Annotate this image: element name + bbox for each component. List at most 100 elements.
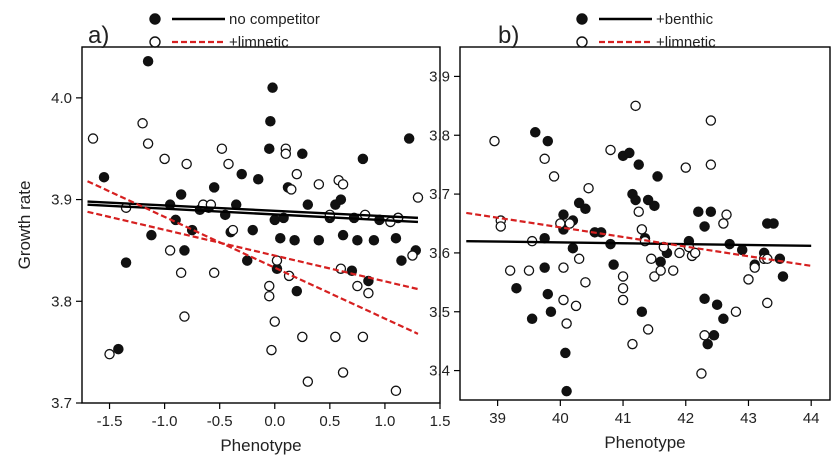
legend-marker	[149, 36, 161, 48]
data-point-filled	[567, 242, 579, 254]
data-point-open	[357, 331, 369, 343]
x-axis-label: Phenotype	[220, 436, 301, 455]
data-point-open	[337, 179, 349, 190]
data-point-filled	[264, 143, 275, 154]
data-point-open	[286, 184, 297, 195]
data-point-filled	[542, 288, 554, 300]
data-point-open	[216, 143, 228, 154]
data-point-filled	[530, 127, 541, 138]
data-point-open	[223, 158, 234, 170]
data-point-open	[159, 153, 170, 165]
x-tick-label: 43	[740, 410, 757, 427]
y-tick-label: 3.6	[429, 245, 450, 262]
data-point-filled	[352, 235, 363, 246]
data-point-open	[179, 311, 190, 322]
data-point-filled	[777, 271, 789, 282]
data-point-filled	[267, 82, 278, 93]
data-point-filled	[573, 197, 585, 209]
data-point-open	[617, 282, 629, 294]
data-point-filled	[289, 235, 300, 246]
data-point-filled	[699, 221, 710, 232]
data-point-filled	[265, 116, 276, 127]
y-tick-label: 3.5	[429, 304, 450, 321]
data-point-filled	[335, 194, 347, 205]
data-point-open	[523, 265, 535, 276]
data-point-open	[227, 224, 239, 236]
legend-label: +limnetic	[656, 34, 716, 51]
data-point-open	[330, 331, 341, 343]
data-point-filled	[208, 182, 220, 193]
data-point-open	[280, 148, 292, 160]
data-point-open	[104, 348, 115, 360]
data-point-open	[137, 118, 148, 129]
x-tick-label: 44	[803, 410, 820, 427]
data-point-open	[489, 135, 500, 147]
data-point-filled	[511, 282, 522, 294]
data-point-open	[302, 376, 314, 387]
data-point-open	[649, 271, 660, 282]
legend-marker	[149, 13, 161, 25]
legend-label: +limnetic	[229, 34, 289, 51]
data-point-filled	[390, 232, 402, 244]
data-point-open	[264, 290, 275, 302]
data-point-open	[674, 247, 685, 259]
data-point-open	[352, 280, 363, 292]
fit-line-dashed	[466, 211, 812, 267]
data-point-open	[181, 158, 192, 170]
y-tick-label: 3.7	[51, 395, 72, 412]
data-point-open	[718, 218, 729, 229]
data-point-open	[583, 182, 594, 194]
legend-marker	[576, 36, 588, 48]
data-point-open	[313, 179, 325, 190]
data-point-filled	[146, 229, 157, 241]
data-point-filled	[652, 171, 663, 182]
data-point-open	[689, 247, 701, 259]
data-point-open	[363, 287, 374, 299]
data-point-open	[721, 209, 732, 220]
fit-line-dashed	[87, 210, 419, 291]
data-point-open	[539, 153, 550, 165]
data-point-filled	[580, 203, 591, 215]
data-point-open	[580, 277, 591, 288]
data-point-filled	[711, 299, 723, 310]
legend-label: no competitor	[229, 11, 320, 28]
fit-line-solid	[466, 239, 812, 248]
data-point-filled	[655, 256, 666, 267]
data-point-open	[762, 297, 773, 309]
x-tick-label: -0.5	[207, 413, 233, 430]
data-point-open	[564, 218, 575, 229]
data-point-open	[297, 331, 308, 343]
data-point-filled	[539, 262, 550, 273]
data-point-filled	[630, 194, 641, 206]
data-point-open	[633, 206, 644, 217]
data-point-filled	[608, 259, 619, 270]
fit-line-solid	[87, 200, 419, 220]
data-point-open	[558, 262, 569, 273]
x-tick-label: -1.5	[97, 413, 123, 430]
plot-frame	[81, 46, 441, 404]
data-point-open	[636, 224, 648, 235]
data-point-open	[407, 250, 418, 261]
data-point-filled	[403, 133, 415, 144]
data-point-open	[605, 144, 616, 156]
data-point-open	[730, 306, 742, 317]
data-point-open	[208, 267, 220, 279]
data-point-filled	[542, 135, 554, 147]
data-point-filled	[699, 293, 710, 305]
data-point-open	[705, 159, 717, 170]
data-point-open	[561, 318, 572, 329]
data-point-filled	[113, 343, 124, 355]
data-point-filled	[718, 313, 729, 325]
data-point-filled	[642, 194, 654, 206]
data-point-filled	[368, 235, 380, 246]
x-tick-label: 41	[615, 410, 632, 427]
data-point-filled	[337, 229, 349, 241]
data-point-open	[175, 267, 187, 279]
legend-marker	[576, 13, 588, 25]
data-point-filled	[736, 244, 748, 256]
data-point-filled	[595, 227, 607, 238]
data-point-filled	[98, 171, 110, 183]
y-tick-label: 3.9	[51, 192, 72, 209]
data-point-filled	[396, 255, 407, 266]
